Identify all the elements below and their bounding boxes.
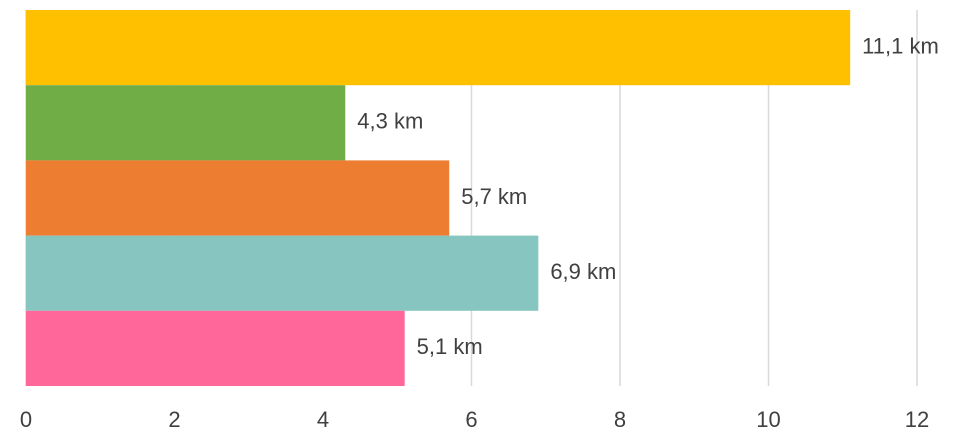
x-tick-label: 4 xyxy=(317,407,329,432)
bar xyxy=(26,10,851,86)
x-tick-label: 8 xyxy=(614,407,626,432)
value-label: 5,1 km xyxy=(417,334,483,359)
x-tick-label: 10 xyxy=(756,407,780,432)
x-tick-label: 6 xyxy=(465,407,477,432)
x-tick-label: 12 xyxy=(905,407,929,432)
value-label: 4,3 km xyxy=(357,109,423,134)
bar xyxy=(26,85,346,161)
value-label: 5,7 km xyxy=(461,184,527,209)
value-label: 6,9 km xyxy=(550,259,616,284)
bar xyxy=(26,310,405,386)
value-label: 11,1 km xyxy=(862,33,939,58)
bar xyxy=(26,235,539,311)
x-tick-label: 2 xyxy=(168,407,180,432)
bar xyxy=(26,160,450,236)
x-tick-label: 0 xyxy=(20,407,32,432)
